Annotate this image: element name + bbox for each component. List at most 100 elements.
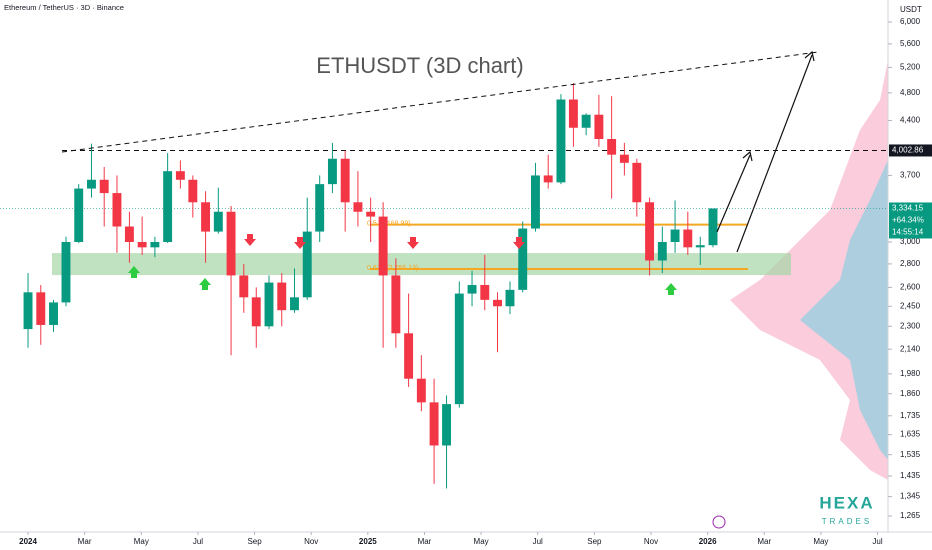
- candle-body: [505, 289, 515, 307]
- x-tick-label: May: [474, 537, 489, 546]
- candle-body: [594, 114, 604, 140]
- candle-body: [137, 241, 147, 248]
- candle-body: [404, 333, 414, 379]
- logo: TRADES: [822, 517, 872, 526]
- y-tick-label: 2,600: [900, 283, 921, 292]
- x-tick-label: Nov: [304, 537, 318, 546]
- y-tick-label: 1,860: [900, 389, 921, 398]
- logo: HEXA: [819, 493, 874, 512]
- sell-markers: [244, 234, 525, 249]
- candle-body: [163, 171, 173, 242]
- candle-body: [670, 229, 680, 242]
- candle-body: [175, 171, 185, 180]
- candle-body: [695, 245, 705, 248]
- candle-body: [556, 99, 566, 183]
- x-tick-label: May: [813, 537, 828, 546]
- candle-body: [74, 188, 84, 242]
- candle-body: [150, 241, 160, 248]
- volume-profile: [730, 60, 888, 480]
- down-arrow: [407, 237, 419, 249]
- buy-markers: [128, 266, 677, 295]
- y-tick-label: 1,735: [900, 411, 921, 420]
- last-change: +64.34%: [892, 216, 924, 225]
- y-tick-label: 1,980: [900, 369, 921, 378]
- candle-body: [49, 302, 58, 325]
- candle-body: [61, 241, 71, 303]
- chart-title: ETHUSDT (3D chart): [316, 53, 523, 78]
- x-tick-label: 2024: [19, 537, 37, 546]
- candle-body: [201, 202, 211, 232]
- candle-body: [99, 179, 109, 194]
- candle-body: [378, 216, 388, 276]
- y-tick-label: 6,000: [900, 17, 921, 26]
- last-price-tag: [889, 202, 932, 239]
- y-tick-label: 1,345: [900, 492, 921, 501]
- y-tick-label: 2,800: [900, 259, 921, 268]
- candle-body: [226, 211, 236, 276]
- header: Ethereum / TetherUS · 3D · Binance: [4, 3, 124, 12]
- plot-area: 0.5 (3,168.99) 0.618 (2,755.13): [0, 83, 888, 489]
- candle-body: [36, 292, 46, 325]
- down-arrow: [513, 237, 525, 249]
- candle-body: [657, 241, 667, 261]
- fib-label: 0.5 (3,168.99): [367, 220, 411, 227]
- candle-body: [124, 226, 134, 242]
- y-tick-label: 4,400: [900, 116, 921, 125]
- x-tick-label: Mar: [78, 537, 92, 546]
- candle-body: [568, 99, 578, 128]
- support-zone: [52, 253, 791, 276]
- candle-body: [581, 114, 591, 128]
- y-tick-label: 3,000: [900, 237, 921, 246]
- y-tick-label: 1,435: [900, 471, 921, 480]
- candle-body: [429, 402, 439, 446]
- candle-body: [315, 184, 325, 232]
- x-tick-label: 2025: [359, 537, 377, 546]
- candle-body: [708, 208, 718, 246]
- last-price: 3,334.15: [892, 204, 924, 213]
- candle-body: [632, 162, 642, 203]
- fib-label: 0.618 (2,755.13): [367, 265, 418, 272]
- up-arrow: [665, 283, 677, 295]
- countdown: 14:55:14: [892, 228, 924, 237]
- x-tick-label: Jul: [193, 537, 203, 546]
- y-tick-label: 5,200: [900, 63, 921, 72]
- candle-body: [366, 211, 376, 217]
- candle-body: [543, 175, 553, 183]
- x-tick-label: Sep: [587, 537, 602, 546]
- candle-body: [87, 179, 96, 189]
- y-tick-label: 1,535: [900, 450, 921, 459]
- y-tick-label: 5,600: [900, 39, 921, 48]
- y-axis-label: USDT: [900, 5, 922, 14]
- x-tick-label: Nov: [644, 537, 658, 546]
- arrow-head: [742, 150, 753, 162]
- trend-line: [61, 51, 819, 153]
- candle-body: [277, 282, 287, 311]
- candle-body: [454, 293, 464, 405]
- down-arrow: [294, 237, 306, 249]
- candle-body: [467, 284, 477, 294]
- candle-body: [391, 275, 401, 334]
- candle-body: [645, 202, 655, 261]
- candle-body: [302, 231, 312, 298]
- x-tick-label: Mar: [418, 537, 432, 546]
- x-tick-label: May: [134, 537, 149, 546]
- down-arrow: [244, 234, 256, 246]
- candle-body: [480, 284, 490, 300]
- alert-icon[interactable]: [712, 515, 726, 529]
- candle-body: [607, 139, 617, 155]
- y-tick-label: 2,300: [900, 321, 921, 330]
- y-tick-label: 3,700: [900, 171, 921, 180]
- candle-body: [264, 282, 274, 327]
- level-label: 4,002.86: [892, 146, 924, 155]
- candle-body: [112, 193, 122, 227]
- candle-body: [251, 297, 261, 327]
- x-tick-label: Jul: [872, 537, 882, 546]
- volume-profile: [800, 160, 888, 460]
- candle-body: [442, 404, 452, 446]
- level-tag: [889, 144, 932, 157]
- candle-body: [619, 154, 629, 163]
- candle-body: [353, 202, 363, 212]
- x-tick-label: Sep: [247, 537, 262, 546]
- candle-body: [340, 158, 350, 203]
